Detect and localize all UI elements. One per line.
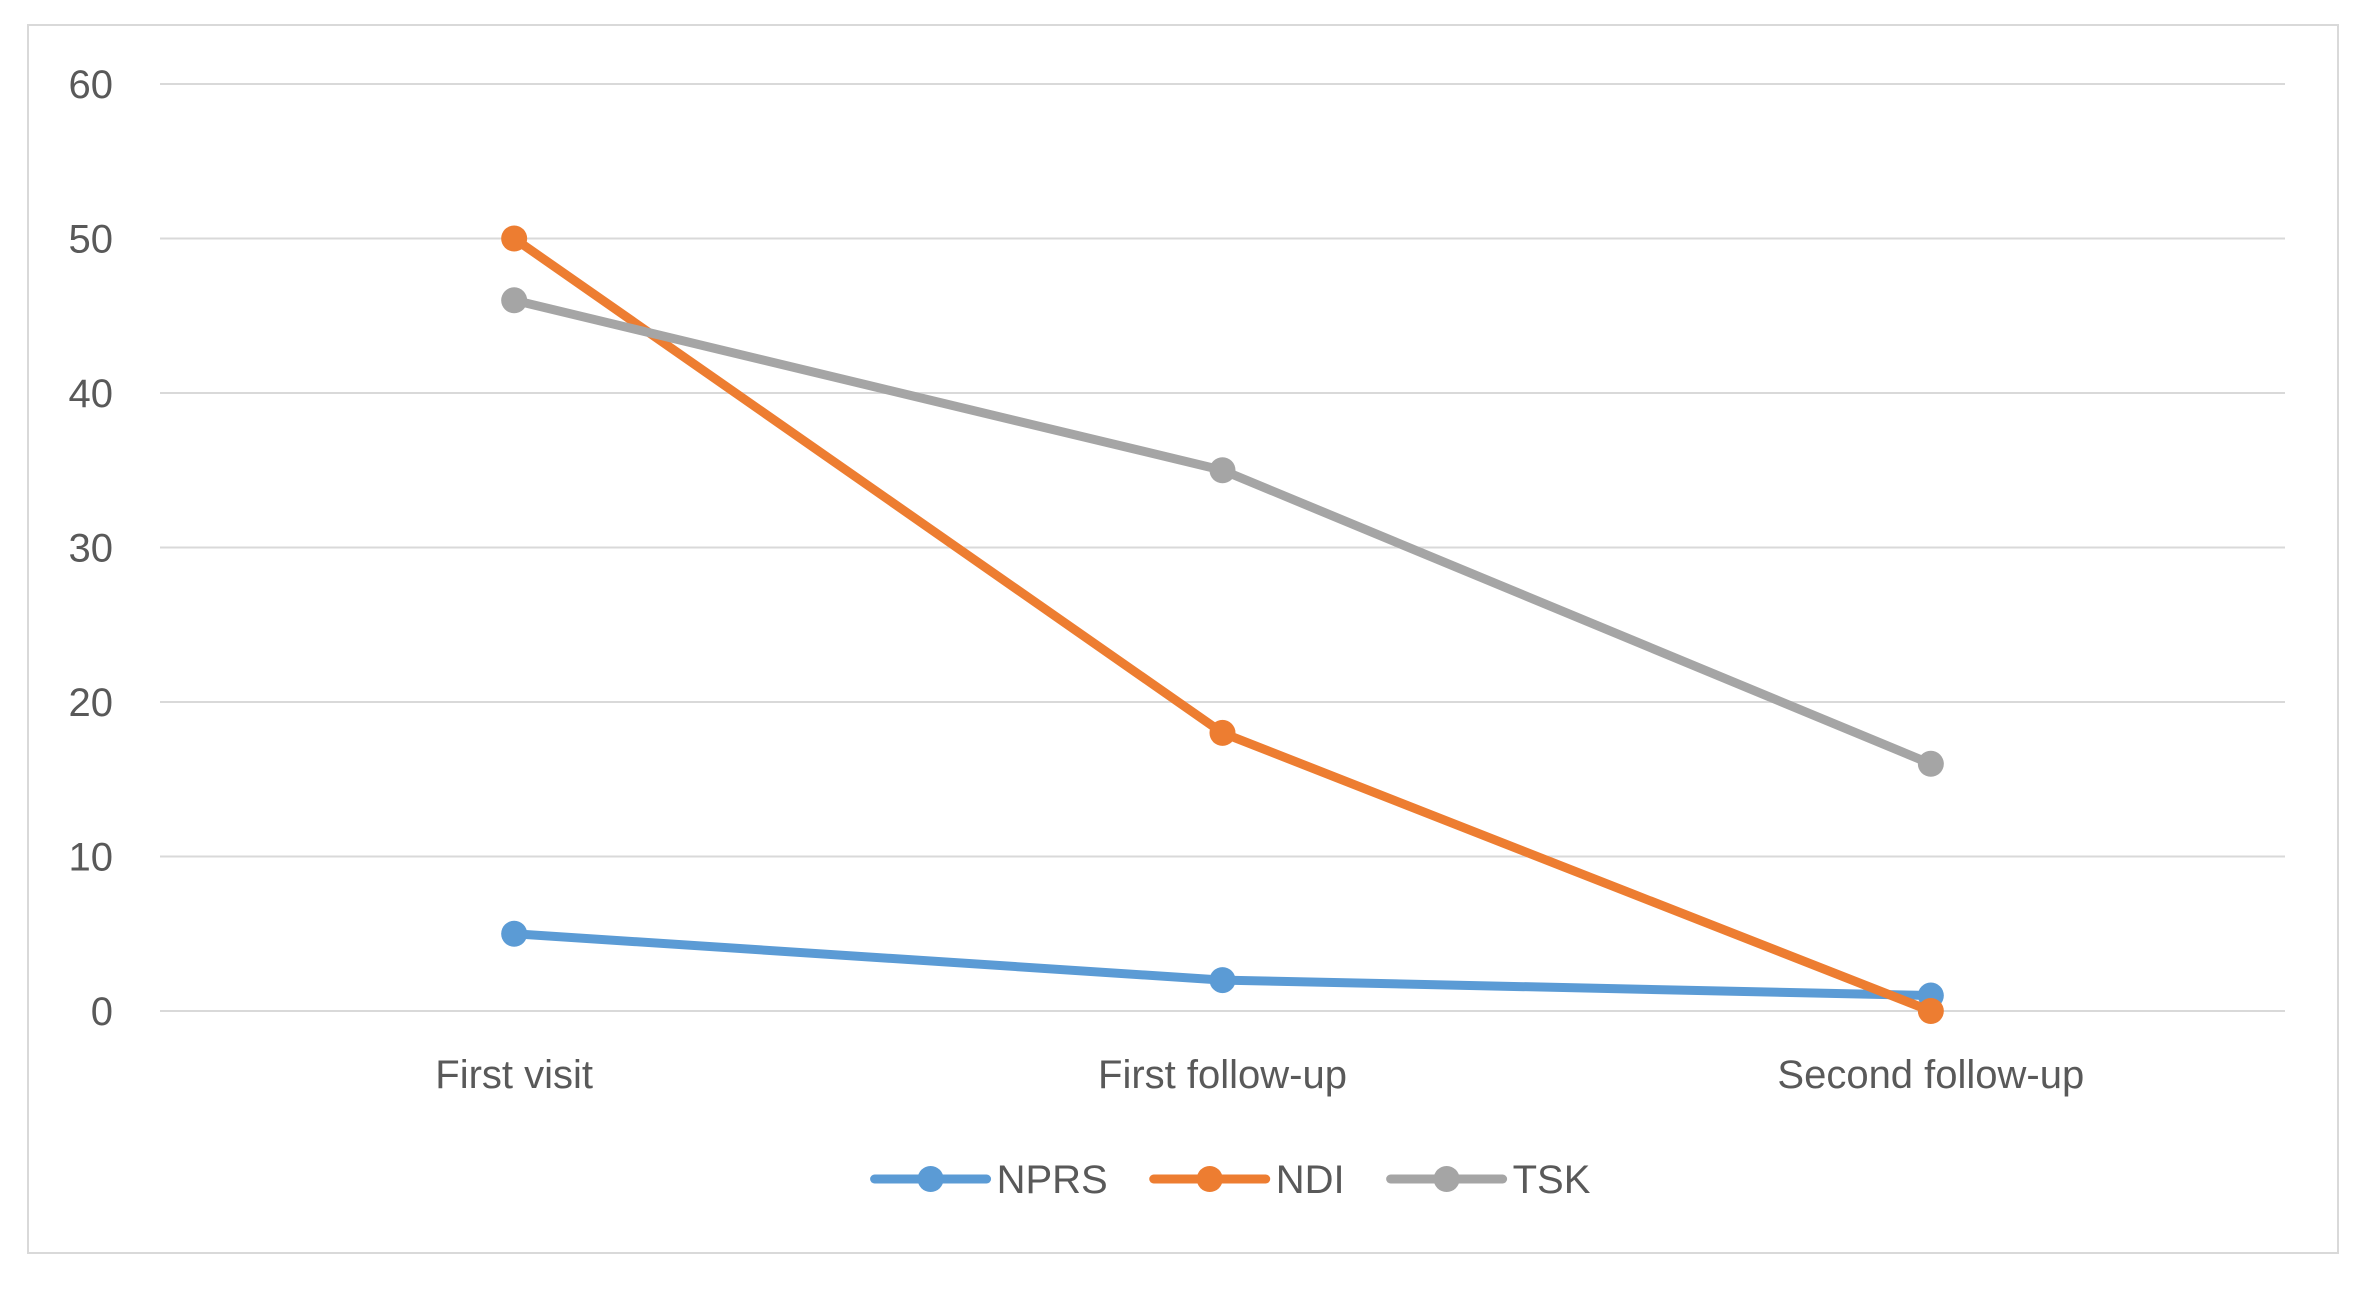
y-tick-label: 40 xyxy=(69,372,114,416)
x-tick-label: First visit xyxy=(435,1053,593,1097)
gridlines xyxy=(160,83,2285,1012)
legend-label: NPRS xyxy=(997,1158,1108,1202)
series-nprs xyxy=(501,920,1944,1009)
data-point xyxy=(1917,998,1944,1024)
series-line xyxy=(509,295,1936,769)
data-point xyxy=(1209,967,1236,994)
y-tick-label: 60 xyxy=(69,63,114,107)
y-tick-label: 10 xyxy=(69,836,114,880)
y-tick-label: 20 xyxy=(69,681,114,725)
legend-label: NDI xyxy=(1276,1158,1345,1202)
series-ndi xyxy=(501,225,1944,1024)
x-tick-label: Second follow-up xyxy=(1777,1053,2084,1097)
data-point xyxy=(501,225,528,252)
legend-swatch-marker xyxy=(1433,1166,1460,1192)
x-axis-ticks: First visit First follow-up Second follow-… xyxy=(435,1053,2084,1097)
y-axis-ticks: 0 10 20 30 40 50 60 xyxy=(69,63,114,1034)
legend-item-tsk: TSK xyxy=(1386,1158,1591,1202)
data-point xyxy=(1209,457,1236,484)
data-point xyxy=(1209,719,1236,746)
legend-swatch-marker xyxy=(917,1166,944,1192)
legend-item-ndi: NDI xyxy=(1149,1158,1345,1202)
legend-item-nprs: NPRS xyxy=(870,1158,1108,1202)
legend-label: TSK xyxy=(1513,1158,1591,1202)
y-tick-label: 0 xyxy=(91,990,113,1034)
data-point xyxy=(501,287,528,314)
chart-frame xyxy=(27,24,2339,1254)
series-tsk xyxy=(501,287,1944,777)
y-tick-label: 50 xyxy=(69,218,114,262)
data-point xyxy=(501,920,528,947)
data-point xyxy=(1917,750,1944,777)
legend: NPRS NDI TSK xyxy=(870,1158,1591,1202)
x-tick-label: First follow-up xyxy=(1098,1053,1347,1097)
series-lines xyxy=(501,225,1944,1024)
legend-swatch-marker xyxy=(1196,1166,1223,1192)
y-tick-label: 30 xyxy=(69,527,114,571)
